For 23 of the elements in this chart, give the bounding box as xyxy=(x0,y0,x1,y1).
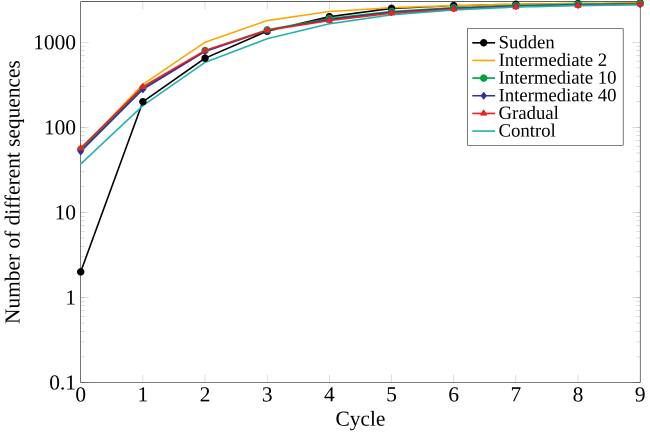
x-tick-label: 1 xyxy=(139,387,147,402)
x-tick-label: 6 xyxy=(449,387,458,402)
y-tick-label: 1 xyxy=(67,290,75,305)
y-tick-label: 100 xyxy=(46,120,76,135)
legend-label: Intermediate 40 xyxy=(499,88,616,102)
x-tick-label: 4 xyxy=(324,387,334,402)
x-tick-label: 5 xyxy=(387,387,396,402)
x-tick-label: 3 xyxy=(262,387,272,402)
x-tick-label: 8 xyxy=(574,387,583,402)
legend-label: Intermediate 10 xyxy=(499,70,616,84)
x-tick-label: 0 xyxy=(76,387,86,402)
y-tick-label: 1000 xyxy=(35,35,76,50)
legend-label: Sudden xyxy=(500,35,554,49)
y-tick-label: 10 xyxy=(56,205,76,220)
y-axis-title: Number of different sequences xyxy=(4,61,24,324)
y-tick-label: 0.1 xyxy=(50,375,75,390)
x-axis-title: Cycle xyxy=(336,410,385,430)
legend-label: Intermediate 2 xyxy=(499,53,606,66)
legend-label: Gradual xyxy=(499,106,558,120)
x-tick-label: 9 xyxy=(636,387,645,402)
x-tick-label: 7 xyxy=(512,387,521,402)
x-tick-label: 2 xyxy=(200,387,210,402)
legend-label: Control xyxy=(499,124,556,137)
